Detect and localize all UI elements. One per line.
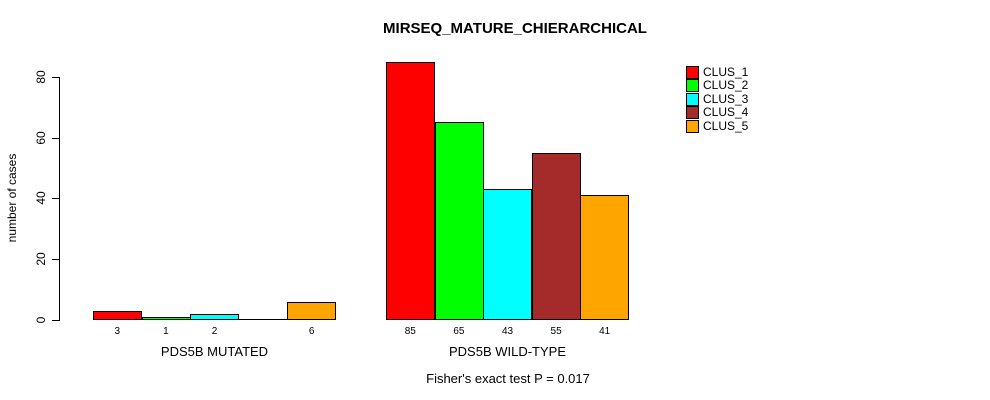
y-tick-label: 20	[34, 252, 48, 266]
group-label-wild-type: PDS5B WILD-TYPE	[448, 344, 567, 359]
bar-value-label: 55	[550, 326, 562, 337]
group-label-mutated: PDS5B MUTATED	[160, 344, 269, 359]
y-tick-label: 80	[34, 70, 48, 84]
y-tick-mark	[52, 320, 59, 321]
legend-swatch-clus_1	[686, 66, 699, 79]
y-tick-label: 60	[34, 130, 48, 145]
bar-clus_1-mutated	[93, 311, 142, 320]
bar-value-label: 3	[114, 326, 121, 337]
bar-clus_5-wild-type	[580, 195, 629, 320]
bar-value-label: 43	[501, 326, 514, 337]
fisher-test-annotation: Fisher's exact test P = 0.017	[426, 371, 590, 386]
bar-value-label: 85	[404, 326, 416, 337]
legend-label-clus_3: CLUS_3	[703, 91, 749, 106]
bar-clus_1-wild-type	[386, 62, 435, 320]
legend-swatch-clus_3	[686, 92, 699, 106]
legend-label-clus_4: CLUS_4	[703, 105, 749, 120]
legend-label-clus_2: CLUS_2	[703, 78, 749, 93]
zero-height-bar-clus_4	[239, 319, 288, 320]
legend-label-clus_1: CLUS_1	[703, 65, 749, 79]
y-axis-line	[59, 77, 60, 321]
y-tick-label: 0	[34, 316, 48, 324]
legend-swatch-clus_2	[686, 79, 699, 93]
chart-title: MIRSEQ_MATURE_CHIERARCHICAL	[383, 20, 647, 37]
y-tick-mark	[52, 259, 59, 261]
bar-clus_3-mutated	[190, 314, 239, 320]
y-tick-label: 40	[34, 191, 48, 206]
bar-value-label: 2	[211, 326, 218, 337]
bar-clus_3-wild-type	[483, 189, 532, 320]
legend-swatch-clus_5	[686, 119, 699, 133]
bar-clus_2-mutated	[142, 317, 191, 320]
bar-clus_4-wild-type	[532, 153, 581, 320]
bar-value-label: 1	[163, 326, 169, 337]
y-axis-label: number of cases	[5, 153, 19, 243]
bar-clus_2-wild-type	[435, 122, 484, 320]
y-tick-mark	[52, 76, 59, 78]
bar-value-label: 6	[308, 326, 315, 337]
bar-value-label: 41	[599, 326, 611, 337]
y-tick-mark	[52, 198, 59, 200]
legend-swatch-clus_4	[686, 106, 699, 120]
y-tick-mark	[52, 137, 59, 139]
legend-label-clus_5: CLUS_5	[703, 118, 749, 133]
bar-clus_5-mutated	[287, 302, 336, 320]
bar-value-label: 65	[453, 326, 465, 337]
